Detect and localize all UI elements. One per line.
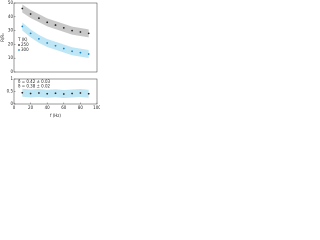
- legend-title: T (K): [17, 37, 28, 42]
- point: [87, 53, 90, 55]
- band: [22, 4, 89, 38]
- y-axis-label: R/R₀: [0, 33, 5, 42]
- y-tick-label: 20: [8, 41, 14, 46]
- annotation: δ = 0.38 ± 0.02: [18, 84, 51, 89]
- point: [46, 21, 49, 24]
- y-tick-label: 1: [10, 76, 13, 81]
- point: [38, 92, 40, 94]
- point: [21, 7, 24, 10]
- point: [79, 31, 82, 33]
- point: [54, 44, 57, 47]
- legend-label: 250: [21, 42, 29, 47]
- point: [54, 92, 57, 95]
- point: [79, 92, 82, 94]
- point: [62, 47, 65, 50]
- point: [29, 13, 32, 15]
- point: [38, 17, 40, 20]
- point: [87, 92, 90, 95]
- y-tick-label: 0: [10, 69, 13, 74]
- point: [62, 93, 65, 95]
- x-tick-label: 40: [45, 105, 51, 110]
- point: [79, 51, 82, 54]
- point: [71, 92, 73, 95]
- axes-frame: [13, 2, 98, 73]
- annotation: δ = 0.42 ± 0.03: [18, 79, 51, 84]
- point: [21, 91, 24, 94]
- point: [29, 32, 32, 35]
- y-tick-label: 40: [8, 14, 14, 19]
- x-axis-label: f (Hz): [50, 113, 61, 118]
- point: [54, 24, 57, 26]
- legend-marker: [18, 44, 20, 46]
- legend-label: 300: [21, 47, 29, 52]
- band: [22, 22, 89, 59]
- x-tick-label: 60: [61, 105, 67, 110]
- x-tick-label: 100: [93, 105, 100, 110]
- x-tick-label: 80: [78, 105, 84, 110]
- point: [71, 29, 73, 32]
- x-tick-label: 0: [13, 105, 16, 110]
- y-tick-label: 0.5: [7, 89, 14, 94]
- y-tick-label: 0: [10, 101, 13, 106]
- y-tick-label: 30: [8, 28, 14, 33]
- point: [71, 50, 73, 53]
- y-tick-label: 10: [8, 55, 14, 60]
- point: [29, 92, 32, 95]
- x-tick-label: 20: [28, 105, 34, 110]
- point: [62, 26, 65, 29]
- point: [21, 25, 24, 28]
- point: [46, 42, 49, 44]
- legend-marker: [18, 49, 20, 51]
- point: [87, 32, 90, 35]
- point: [46, 92, 49, 95]
- y-tick-label: 50: [8, 0, 14, 5]
- point: [38, 37, 40, 40]
